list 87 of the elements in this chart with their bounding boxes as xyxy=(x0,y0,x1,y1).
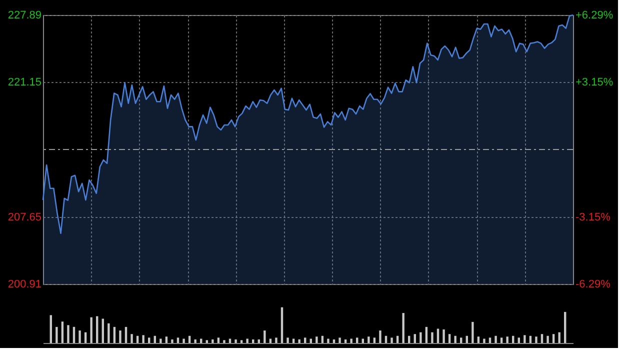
bar xyxy=(540,334,544,343)
bar xyxy=(448,334,451,343)
bar xyxy=(362,338,364,343)
bar xyxy=(217,338,220,343)
bar xyxy=(535,336,538,343)
bar xyxy=(316,336,318,343)
bar xyxy=(246,338,248,343)
y-tick-label: 227.89 xyxy=(8,10,42,22)
bar xyxy=(304,338,306,343)
bar xyxy=(124,326,128,343)
bar xyxy=(200,338,202,343)
bar xyxy=(483,338,486,343)
bar xyxy=(119,330,122,343)
bar xyxy=(234,339,237,343)
bar xyxy=(194,339,196,343)
bar xyxy=(356,338,358,343)
bar xyxy=(454,336,456,343)
y2-tick-label: -6.29% xyxy=(576,278,611,290)
bar xyxy=(50,315,52,343)
bar xyxy=(298,339,300,343)
bar xyxy=(558,332,560,343)
bar xyxy=(373,338,376,343)
bar xyxy=(108,323,110,343)
bar xyxy=(275,338,278,343)
bar xyxy=(379,330,382,343)
bar xyxy=(552,334,555,343)
bar xyxy=(402,313,404,343)
y2-tick-label: +3.15% xyxy=(576,76,614,89)
bar xyxy=(165,336,168,343)
bar xyxy=(212,339,214,343)
bar xyxy=(506,336,508,343)
y2-tick-label: +6.29% xyxy=(576,10,614,22)
bar xyxy=(102,318,104,343)
bar xyxy=(350,338,352,343)
bar xyxy=(488,338,492,343)
bar xyxy=(564,312,566,343)
bar xyxy=(292,338,295,343)
bar xyxy=(332,339,336,343)
bar xyxy=(414,334,416,343)
bar xyxy=(90,317,92,343)
bar xyxy=(442,329,445,343)
y-tick-label: 207.65 xyxy=(8,211,42,224)
bar xyxy=(280,307,284,343)
bar xyxy=(494,336,497,343)
bar xyxy=(500,338,503,343)
bar xyxy=(368,336,370,343)
bar xyxy=(264,330,266,343)
y-tick-label: 221.15 xyxy=(8,76,42,89)
bar xyxy=(113,326,116,343)
y2-tick-label: -3.15% xyxy=(576,211,611,224)
bar xyxy=(223,340,226,343)
bar xyxy=(67,325,70,343)
bar xyxy=(206,340,208,343)
bar xyxy=(130,334,133,343)
bar xyxy=(228,338,232,343)
bar xyxy=(546,336,549,343)
bar xyxy=(240,340,243,343)
bar xyxy=(327,338,330,343)
bar xyxy=(182,338,185,343)
bar xyxy=(56,326,58,343)
bar xyxy=(72,326,76,343)
bar xyxy=(286,338,289,343)
bar xyxy=(344,339,347,343)
bar xyxy=(431,332,434,343)
bar xyxy=(61,322,64,343)
bar xyxy=(252,339,254,343)
bar xyxy=(338,338,341,343)
bar xyxy=(96,316,98,343)
bar xyxy=(460,338,462,343)
bar xyxy=(258,339,260,343)
bar xyxy=(269,338,272,343)
bar xyxy=(148,338,150,343)
bar xyxy=(420,332,422,343)
bar xyxy=(425,326,428,343)
bar xyxy=(171,339,174,343)
bar xyxy=(524,335,526,343)
bar xyxy=(142,335,144,343)
bar xyxy=(390,338,393,343)
bar xyxy=(436,328,440,343)
bar xyxy=(477,336,480,343)
bar xyxy=(518,338,520,343)
bar xyxy=(160,338,162,343)
bar xyxy=(472,322,474,343)
bar xyxy=(176,338,180,343)
y-tick-label: 200.91 xyxy=(8,278,42,290)
bar xyxy=(310,338,312,343)
bar xyxy=(78,330,81,343)
